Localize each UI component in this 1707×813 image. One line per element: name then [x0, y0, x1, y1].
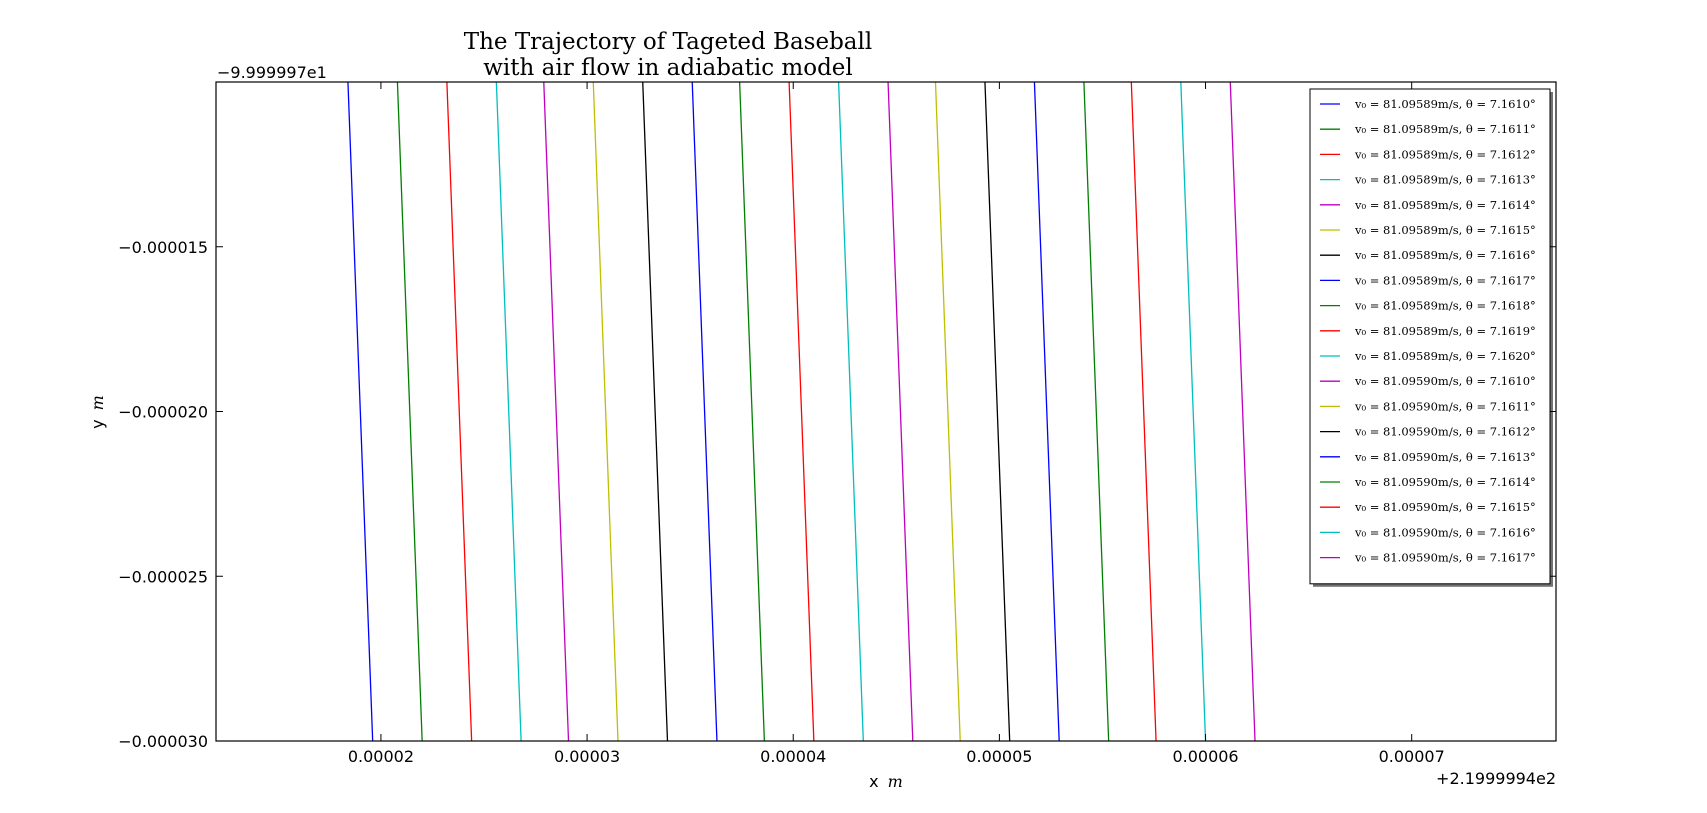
- series-line-11: [837, 82, 864, 741]
- series-line-16: [1083, 82, 1110, 741]
- x-tick-label: 0.00004: [760, 747, 826, 766]
- legend-label-9: v₀ = 81.09589m/s, θ = 7.1618°: [1354, 299, 1536, 313]
- series-line-17: [1130, 82, 1157, 741]
- series-line-18: [1180, 82, 1207, 741]
- legend-label-19: v₀ = 81.09590m/s, θ = 7.1617°: [1354, 551, 1536, 565]
- series-line-10: [788, 82, 815, 741]
- series-line-6: [592, 82, 619, 741]
- legend-label-5: v₀ = 81.09589m/s, θ = 7.1614°: [1354, 198, 1536, 212]
- series-line-2: [396, 82, 423, 741]
- y-axis-unit: m: [88, 395, 107, 410]
- legend-label-10: v₀ = 81.09589m/s, θ = 7.1619°: [1354, 324, 1536, 338]
- x-offset-label: +2.1999994e2: [1436, 769, 1556, 788]
- legend-label-7: v₀ = 81.09589m/s, θ = 7.1616°: [1354, 248, 1536, 262]
- series-line-13: [934, 82, 961, 741]
- series-line-12: [887, 82, 914, 741]
- series-line-5: [543, 82, 570, 741]
- series-line-9: [738, 82, 766, 741]
- y-tick-label: −0.000025: [118, 567, 208, 586]
- legend-label-16: v₀ = 81.09590m/s, θ = 7.1614°: [1354, 475, 1536, 489]
- chart-title-line-2: with air flow in adiabatic model: [483, 55, 853, 81]
- legend-label-8: v₀ = 81.09589m/s, θ = 7.1617°: [1354, 273, 1536, 287]
- legend-label-18: v₀ = 81.09590m/s, θ = 7.1616°: [1354, 525, 1536, 539]
- series-line-14: [984, 82, 1011, 741]
- legend-label-1: v₀ = 81.09589m/s, θ = 7.1610°: [1354, 97, 1536, 111]
- series-line-19: [1229, 82, 1256, 741]
- y-tick-label: −0.000030: [118, 732, 208, 751]
- legend-label-17: v₀ = 81.09590m/s, θ = 7.1615°: [1354, 500, 1536, 514]
- legend-label-3: v₀ = 81.09589m/s, θ = 7.1612°: [1354, 147, 1536, 161]
- axis-ticks: 0.00002 0.00003 0.00004 0.00005 0.00006 0.000…: [118, 82, 1556, 766]
- series-line-3: [446, 82, 473, 741]
- x-axis-label: x m: [869, 772, 903, 791]
- legend-label-14: v₀ = 81.09590m/s, θ = 7.1612°: [1354, 425, 1536, 439]
- series-line-1: [347, 82, 374, 741]
- series-line-7: [642, 82, 669, 741]
- legend-label-6: v₀ = 81.09589m/s, θ = 7.1615°: [1354, 223, 1536, 237]
- legend-label-2: v₀ = 81.09589m/s, θ = 7.1611°: [1354, 122, 1536, 136]
- legend-label-4: v₀ = 81.09589m/s, θ = 7.1613°: [1354, 173, 1536, 187]
- x-axis-title: x: [869, 772, 878, 791]
- y-tick-label: −0.000015: [118, 238, 208, 257]
- series-lines: [347, 82, 1256, 741]
- legend: v₀ = 81.09589m/s, θ = 7.1610° v₀ = 81.095…: [1309, 88, 1553, 587]
- series-line-4: [495, 82, 522, 741]
- y-axis-title: y: [88, 419, 107, 428]
- y-axis-label: y m: [88, 395, 107, 429]
- x-tick-label: 0.00002: [348, 747, 414, 766]
- svg-text:x m: x m: [869, 772, 903, 791]
- y-tick-label: −0.000020: [118, 403, 208, 422]
- x-tick-label: 0.00005: [966, 747, 1032, 766]
- legend-label-12: v₀ = 81.09590m/s, θ = 7.1610°: [1354, 374, 1536, 388]
- legend-box: [1309, 88, 1551, 585]
- x-tick-label: 0.00003: [554, 747, 620, 766]
- series-line-15: [1033, 82, 1060, 741]
- series-line-8: [691, 82, 718, 741]
- svg-text:y m: y m: [88, 395, 107, 429]
- x-tick-label: 0.00007: [1379, 747, 1445, 766]
- x-axis-unit: m: [888, 772, 903, 791]
- y-offset-label: −9.999997e1: [217, 63, 327, 82]
- chart-title-line-1: The Trajectory of Tageted Baseball: [464, 29, 872, 55]
- legend-label-15: v₀ = 81.09590m/s, θ = 7.1613°: [1354, 450, 1536, 464]
- x-tick-label: 0.00006: [1172, 747, 1238, 766]
- legend-label-11: v₀ = 81.09589m/s, θ = 7.1620°: [1354, 349, 1536, 363]
- legend-label-13: v₀ = 81.09590m/s, θ = 7.1611°: [1354, 399, 1536, 413]
